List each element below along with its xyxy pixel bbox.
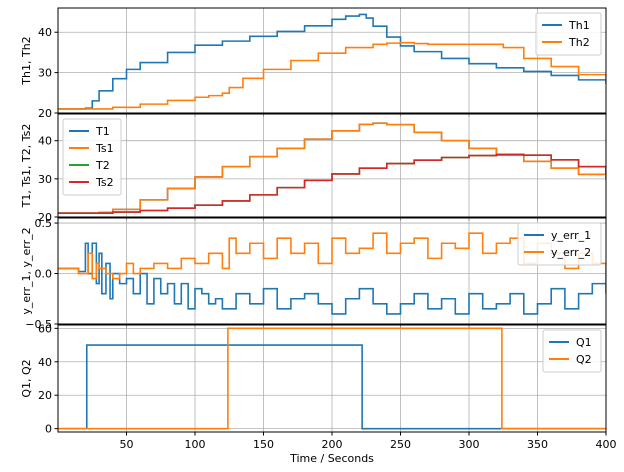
y-tick-label: 40 [38,356,52,369]
y-tick-label: 0.5 [35,217,53,230]
x-tick-label: 300 [459,438,480,451]
series-line-y-err-1 [58,242,606,315]
y-tick-label: 0.0 [35,268,53,281]
legend-box [535,12,602,56]
legend-box [517,222,602,266]
y-tick-label: 40 [38,26,52,39]
x-tick-label: 350 [527,438,548,451]
y-tick-label: 20 [38,107,52,120]
x-tick-label: 50 [120,438,134,451]
panel-4: 0 20 40 60 50 100 150 200 250 300 350 400 Q1, Q2 Time… [20,322,617,465]
panel-2: 20 30 40 T1, Ts1, T2, Ts2 T1 Ts1 T2 Ts2 [20,113,607,224]
x-tick-label: 200 [322,438,343,451]
x-tick-label: 100 [185,438,206,451]
y-axis-label: Th1, Th2 [20,36,33,85]
legend-label: Ts2 [95,176,114,189]
y-tick-label: 40 [38,135,52,148]
legend-box [542,329,602,373]
legend: T1 Ts1 T2 Ts2 [62,118,122,196]
legend-box [62,118,122,196]
y-tick-label: 30 [38,67,52,80]
y-tick-label: 20 [38,211,52,224]
x-tick-label: 250 [390,438,411,451]
series-line-ts2 [58,153,606,214]
legend-label: Ts1 [95,142,114,155]
legend-label: y_err_1 [551,229,591,242]
legend-label: Th1 [568,19,590,32]
legend-label: Q2 [576,353,592,366]
series-line-th1 [58,13,606,110]
panel-3: −0.5 0.0 0.5y_err_1, y_err_2 y_err_1 y_err_2 [20,217,607,331]
y-axis-label: y_err_1, y_err_2 [20,227,33,314]
legend-label: Q1 [576,336,592,349]
y-tick-label: −0.5 [25,318,52,331]
x-tick-label: 150 [253,438,274,451]
series-line-y-err-2 [58,232,606,284]
y-tick-label: 60 [38,322,52,335]
y-axis-label: Q1, Q2 [20,359,33,397]
x-axis-label: Time / Seconds [289,452,374,465]
legend: y_err_1 y_err_2 [517,222,602,266]
legend-label: T2 [95,159,110,172]
series-line-q2 [58,327,606,430]
series-line-th2 [58,41,606,110]
legend-label: Th2 [568,36,590,49]
y-tick-label: 30 [38,173,52,186]
y-tick-label: 0 [45,423,52,436]
legend-label: y_err_2 [551,246,591,259]
x-tick-label: 400 [596,438,617,451]
legend-label: T1 [95,125,110,138]
y-axis-label: T1, Ts1, T2, Ts2 [20,124,33,209]
y-tick-label: 20 [38,389,52,402]
